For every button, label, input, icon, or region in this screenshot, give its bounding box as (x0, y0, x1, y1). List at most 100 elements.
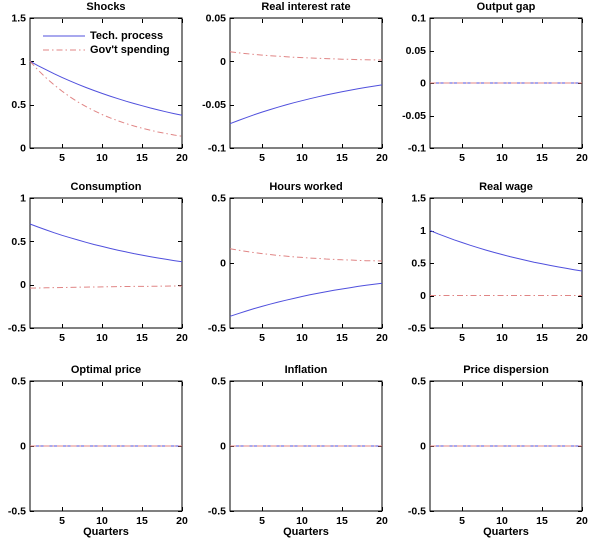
svg-text:15: 15 (336, 515, 348, 527)
svg-text:0.5: 0.5 (11, 99, 26, 111)
svg-text:10: 10 (496, 332, 508, 344)
svg-text:5: 5 (59, 515, 65, 527)
subplot-inflation: 5 10 15 20 -0.5 0 0.5 Inflation Quarters (200, 363, 400, 546)
legend-label-tech-process: Tech. process (90, 30, 164, 42)
svg-text:10: 10 (96, 515, 108, 527)
svg-text:5: 5 (459, 152, 465, 164)
subplot-title: Output gap (476, 1, 536, 13)
svg-text:0.5: 0.5 (411, 258, 426, 270)
svg-text:0.05: 0.05 (406, 45, 427, 57)
svg-text:15: 15 (336, 152, 348, 164)
svg-text:5: 5 (259, 152, 265, 164)
svg-text:20: 20 (176, 152, 188, 164)
svg-text:20: 20 (376, 152, 388, 164)
plot-canvas-real-wage: 5 10 15 20 -0.5 0 0.5 1 1.5 (408, 193, 588, 345)
svg-text:-0.5: -0.5 (408, 506, 426, 518)
svg-text:1: 1 (20, 193, 26, 205)
subplot-real-wage: 5 10 15 20 -0.5 0 0.5 1 1.5 Real wage (400, 180, 600, 363)
svg-text:15: 15 (136, 152, 148, 164)
plot-canvas-shocks: 5 10 15 20 0 0.5 1 1.5 (11, 13, 188, 165)
svg-text:0: 0 (220, 258, 226, 270)
svg-text:0: 0 (220, 56, 226, 68)
svg-text:20: 20 (576, 152, 588, 164)
svg-text:0.5: 0.5 (211, 376, 226, 388)
svg-text:10: 10 (496, 515, 508, 527)
svg-text:0.5: 0.5 (211, 193, 226, 205)
svg-text:-0.05: -0.05 (202, 99, 226, 111)
subplot-title: Price dispersion (463, 364, 549, 376)
svg-text:1: 1 (20, 56, 26, 68)
svg-text:0.5: 0.5 (11, 376, 26, 388)
svg-text:10: 10 (496, 152, 508, 164)
svg-text:15: 15 (336, 332, 348, 344)
svg-text:0: 0 (420, 441, 426, 453)
svg-text:10: 10 (96, 332, 108, 344)
svg-text:0.05: 0.05 (206, 13, 227, 25)
svg-text:5: 5 (259, 332, 265, 344)
svg-text:-0.1: -0.1 (208, 143, 226, 155)
plot-canvas-output-gap: 5 10 15 20 -0.1 -0.05 0 0.05 0.1 (402, 13, 588, 165)
x-axis-label: Quarters (83, 526, 129, 538)
svg-text:10: 10 (96, 152, 108, 164)
subplot-title: Inflation (284, 364, 328, 376)
plot-canvas-inflation: 5 10 15 20 -0.5 0 0.5 (208, 376, 388, 528)
svg-text:15: 15 (536, 332, 548, 344)
svg-text:10: 10 (296, 152, 308, 164)
svg-text:5: 5 (459, 515, 465, 527)
subplot-shocks: 5 10 15 20 0 0.5 1 1.5 Shocks Tech. process Gov… (0, 0, 200, 183)
svg-text:-0.1: -0.1 (408, 143, 426, 155)
svg-text:15: 15 (536, 152, 548, 164)
svg-text:0: 0 (220, 441, 226, 453)
subplot-title: Consumption (70, 181, 142, 193)
plot-canvas-price-dispersion: 5 10 15 20 -0.5 0 0.5 (408, 376, 588, 528)
svg-text:10: 10 (296, 332, 308, 344)
x-axis-label: Quarters (483, 526, 529, 538)
svg-text:5: 5 (259, 515, 265, 527)
subplot-real-interest-rate: 5 10 15 20 -0.1 -0.05 0 0.05 Real interest rate (200, 0, 400, 183)
svg-text:0: 0 (20, 441, 26, 453)
svg-text:0: 0 (20, 279, 26, 291)
subplot-output-gap: 5 10 15 20 -0.1 -0.05 0 0.05 0.1 Output gap (400, 0, 600, 183)
legend-label-govt-spending: Gov't spending (90, 44, 170, 56)
svg-text:-0.5: -0.5 (208, 323, 226, 335)
svg-text:-0.5: -0.5 (408, 323, 426, 335)
subplot-title: Shocks (86, 1, 126, 13)
svg-text:20: 20 (576, 332, 588, 344)
subplot-optimal-price: 5 10 15 20 -0.5 0 0.5 Optimal price Quarters (0, 363, 200, 546)
plot-canvas-hours-worked: 5 10 15 20 -0.5 0 0.5 (208, 193, 388, 345)
svg-text:0.5: 0.5 (11, 236, 26, 248)
plot-canvas-optimal-price: 5 10 15 20 -0.5 0 0.5 (8, 376, 188, 528)
subplot-title: Optimal price (70, 364, 142, 376)
svg-text:-0.5: -0.5 (8, 506, 26, 518)
svg-text:20: 20 (376, 332, 388, 344)
svg-text:1.5: 1.5 (411, 193, 426, 205)
svg-text:15: 15 (536, 515, 548, 527)
svg-text:5: 5 (59, 332, 65, 344)
svg-text:20: 20 (176, 515, 188, 527)
svg-text:15: 15 (136, 332, 148, 344)
svg-text:-0.05: -0.05 (402, 110, 426, 122)
subplot-title: Real interest rate (261, 1, 351, 13)
subplot-consumption: 5 10 15 20 -0.5 0 0.5 1 Consumption (0, 180, 200, 363)
subplot-hours-worked: 5 10 15 20 -0.5 0 0.5 Hours worked (200, 180, 400, 363)
svg-text:0: 0 (20, 143, 26, 155)
plot-canvas-real-interest-rate: 5 10 15 20 -0.1 -0.05 0 0.05 (202, 13, 388, 165)
svg-text:20: 20 (176, 332, 188, 344)
svg-text:20: 20 (376, 515, 388, 527)
svg-text:-0.5: -0.5 (208, 506, 226, 518)
svg-text:5: 5 (459, 332, 465, 344)
plot-canvas-consumption: 5 10 15 20 -0.5 0 0.5 1 (8, 193, 188, 345)
svg-text:10: 10 (296, 515, 308, 527)
svg-text:1: 1 (420, 225, 426, 237)
svg-text:15: 15 (136, 515, 148, 527)
subplot-title: Hours worked (269, 181, 343, 193)
svg-text:20: 20 (576, 515, 588, 527)
x-axis-label: Quarters (283, 526, 329, 538)
svg-text:5: 5 (59, 152, 65, 164)
svg-text:1.5: 1.5 (11, 13, 26, 25)
svg-text:0: 0 (420, 78, 426, 90)
svg-text:0.5: 0.5 (411, 376, 426, 388)
svg-text:0: 0 (420, 290, 426, 302)
svg-text:0.1: 0.1 (411, 13, 426, 25)
